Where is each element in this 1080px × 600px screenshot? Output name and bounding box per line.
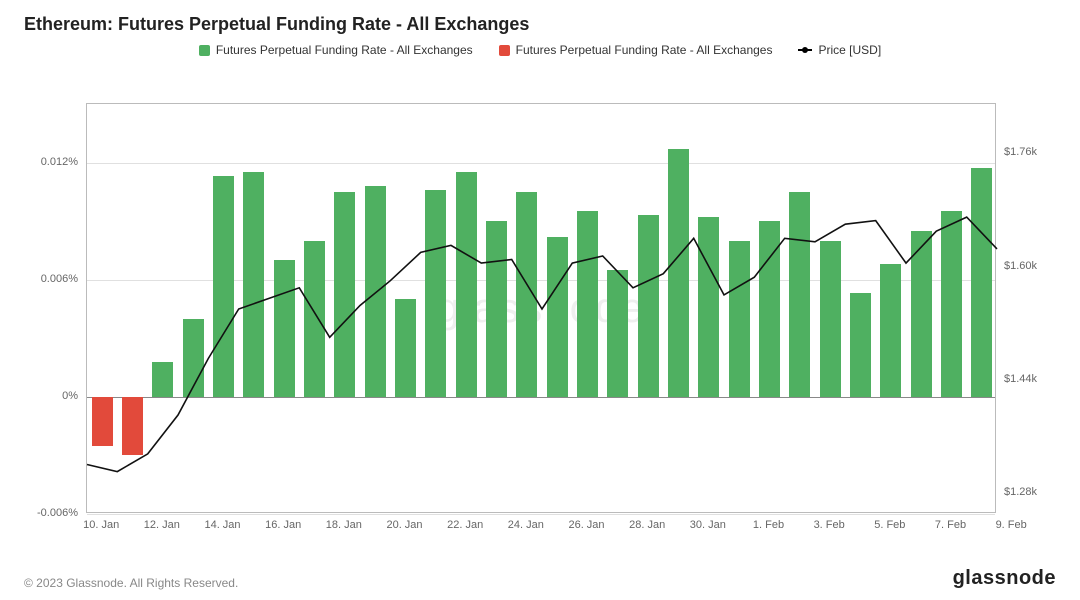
copyright: © 2023 Glassnode. All Rights Reserved. — [24, 576, 238, 590]
gridline-left — [87, 514, 995, 515]
x-tick-label: 30. Jan — [690, 519, 726, 531]
x-tick-label: 12. Jan — [144, 519, 180, 531]
price-line — [87, 217, 997, 472]
y-right-tick-label: $1.60k — [1004, 260, 1037, 272]
y-right-tick-label: $1.44k — [1004, 373, 1037, 385]
x-tick-label: 24. Jan — [508, 519, 544, 531]
legend-price: Price [USD] — [798, 43, 881, 57]
x-tick-label: 5. Feb — [874, 519, 905, 531]
price-line-layer — [87, 104, 997, 514]
swatch-price-line — [798, 49, 812, 51]
y-left-tick-label: -0.006% — [24, 507, 78, 519]
x-tick-label: 20. Jan — [386, 519, 422, 531]
y-right-tick-label: $1.28k — [1004, 486, 1037, 498]
y-left-tick-label: 0.006% — [24, 273, 78, 285]
legend: Futures Perpetual Funding Rate - All Exc… — [24, 43, 1056, 57]
plot-box: glassnode — [86, 103, 996, 513]
chart-title: Ethereum: Futures Perpetual Funding Rate… — [24, 14, 1056, 35]
chart-area: glassnode -0.006% 0% 0.006% 0.012% $1.28k $1.4… — [24, 63, 1056, 553]
brand-logo: glassnode — [953, 567, 1056, 590]
swatch-positive — [199, 45, 210, 56]
legend-negative-label: Futures Perpetual Funding Rate - All Exc… — [516, 43, 773, 57]
legend-positive-label: Futures Perpetual Funding Rate - All Exc… — [216, 43, 473, 57]
y-right-tick-label: $1.76k — [1004, 146, 1037, 158]
swatch-negative — [499, 45, 510, 56]
legend-negative: Futures Perpetual Funding Rate - All Exc… — [499, 43, 773, 57]
legend-price-label: Price [USD] — [818, 43, 881, 57]
x-tick-label: 10. Jan — [83, 519, 119, 531]
y-left-tick-label: 0% — [24, 390, 78, 402]
x-tick-label: 22. Jan — [447, 519, 483, 531]
x-tick-label: 14. Jan — [204, 519, 240, 531]
y-left-tick-label: 0.012% — [24, 156, 78, 168]
x-tick-label: 3. Feb — [814, 519, 845, 531]
footer: © 2023 Glassnode. All Rights Reserved. g… — [24, 567, 1056, 590]
x-tick-label: 9. Feb — [996, 519, 1027, 531]
x-tick-label: 7. Feb — [935, 519, 966, 531]
x-tick-label: 26. Jan — [568, 519, 604, 531]
x-tick-label: 1. Feb — [753, 519, 784, 531]
x-tick-label: 16. Jan — [265, 519, 301, 531]
legend-positive: Futures Perpetual Funding Rate - All Exc… — [199, 43, 473, 57]
x-tick-label: 18. Jan — [326, 519, 362, 531]
x-tick-label: 28. Jan — [629, 519, 665, 531]
